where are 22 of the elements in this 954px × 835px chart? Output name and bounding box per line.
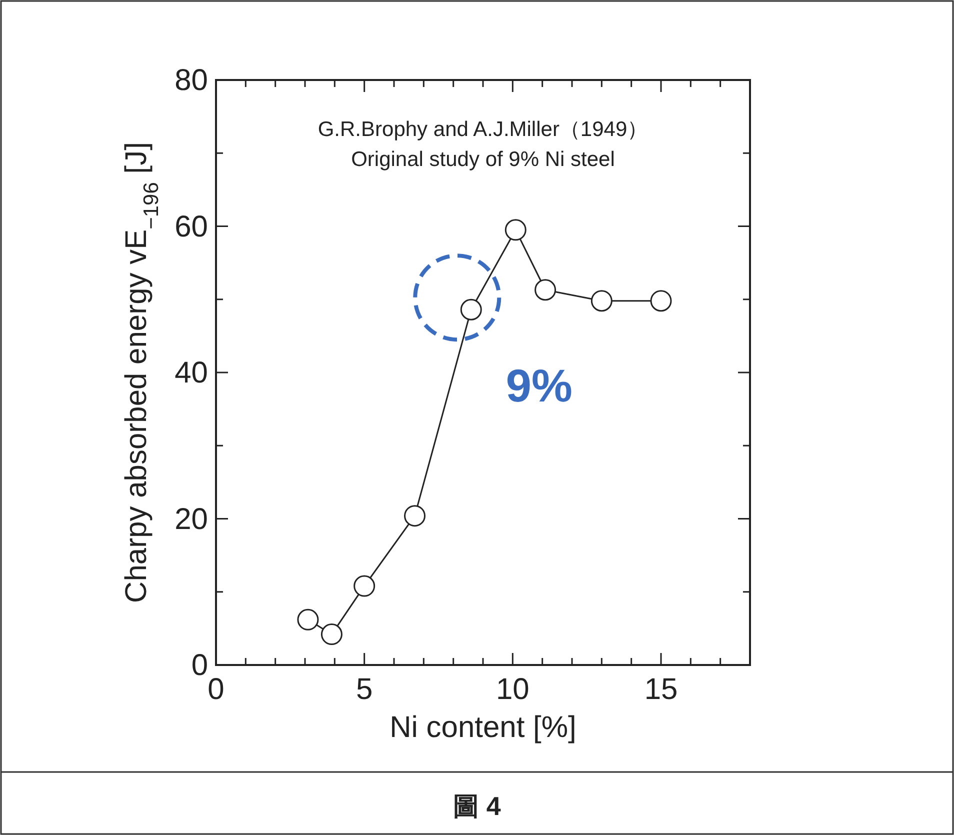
y-tick-label: 40	[174, 356, 208, 390]
x-tick-label: 15	[644, 673, 678, 706]
point	[320, 624, 342, 646]
y-tick-label: 60	[174, 210, 208, 244]
point	[650, 290, 672, 312]
annotation: 9%	[506, 360, 572, 412]
point	[460, 298, 482, 320]
point	[404, 505, 426, 527]
caption: 圖 4	[453, 791, 502, 821]
x-tick-label: 10	[496, 673, 530, 706]
point	[590, 290, 612, 312]
text: G.R.Brophy and A.J.Miller（1949）	[318, 118, 648, 141]
text: Original study of 9% Ni steel	[351, 148, 615, 171]
point	[297, 608, 319, 630]
y-tick-label: 20	[174, 502, 208, 536]
y-tick-label: 0	[191, 649, 208, 682]
y-tick-label: 80	[174, 64, 208, 97]
x-axis-title: Ni content [%]	[390, 711, 576, 744]
point	[354, 575, 376, 597]
x-tick-label: 5	[356, 673, 373, 706]
point	[504, 219, 526, 241]
point	[534, 279, 556, 301]
